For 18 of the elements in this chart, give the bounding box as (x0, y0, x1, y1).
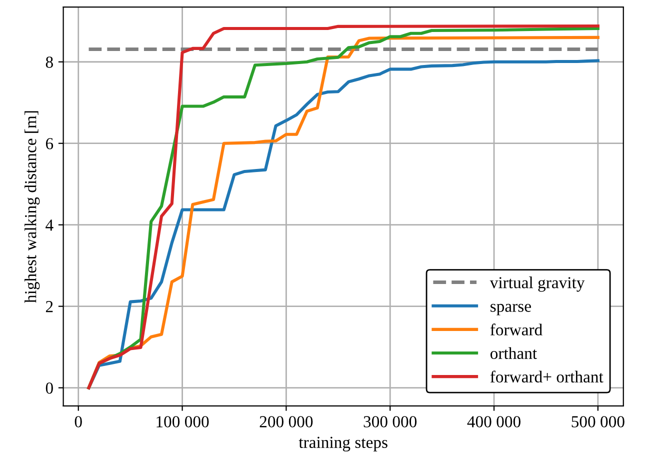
y-tick-label: 0 (46, 382, 53, 394)
y-tick-label: 2 (46, 301, 53, 312)
x-axis-title: training steps (298, 436, 388, 452)
x-tick-label: 100 000 (156, 416, 209, 428)
y-tick-label: 4 (46, 220, 54, 231)
x-tick-label: 500 000 (572, 416, 624, 428)
y-axis-title: highest walking distance [m] (24, 111, 40, 303)
legend-label: forward+ orthant (490, 370, 604, 383)
y-tick-label: 6 (46, 138, 54, 150)
legend-label: virtual gravity (490, 276, 585, 292)
y-tick-label: 8 (46, 56, 53, 68)
x-tick-label: 0 (74, 416, 82, 428)
legend-label: sparse (490, 304, 531, 316)
x-tick-label: 300 000 (364, 416, 417, 428)
x-tick-label: 200 000 (260, 416, 313, 428)
legend-label: orthant (490, 347, 537, 359)
x-tick-label: 400 000 (467, 416, 520, 428)
legend-label: forward (490, 324, 542, 336)
